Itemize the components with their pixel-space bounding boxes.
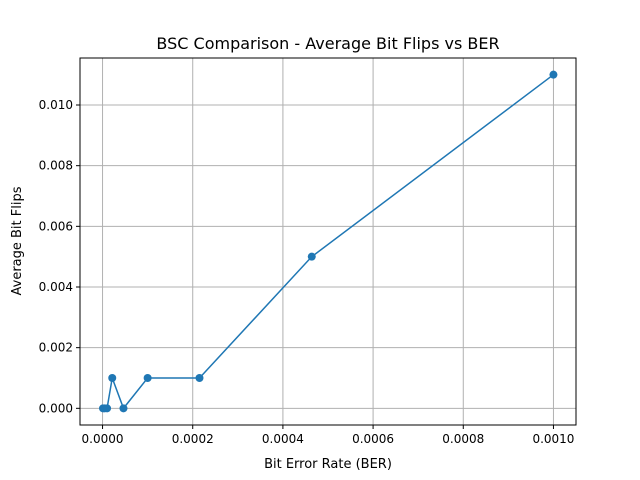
y-tick-label: 0.006 — [39, 219, 73, 233]
plot-frame — [79, 57, 577, 426]
chart-title: BSC Comparison - Average Bit Flips vs BE… — [156, 34, 499, 53]
series-layer — [98, 70, 558, 413]
grid-layer — [80, 58, 576, 425]
x-tick-label: 0.0010 — [532, 432, 574, 446]
x-tick-label: 0.0004 — [262, 432, 304, 446]
x-tick-label: 0.0006 — [352, 432, 394, 446]
x-axis-label: Bit Error Rate (BER) — [264, 457, 392, 472]
data-point — [143, 373, 152, 382]
data-point — [119, 404, 128, 413]
y-tick-label: 0.002 — [39, 341, 73, 355]
data-point — [307, 252, 316, 261]
ticks-layer: 0.0000 0.0002 0.0004 0.0006 0.0008 0.0010 0.00… — [39, 98, 575, 446]
x-tick-label: 0.0000 — [82, 432, 124, 446]
x-tick-label: 0.0002 — [172, 432, 214, 446]
data-point — [195, 373, 204, 382]
y-tick-label: 0.000 — [39, 401, 73, 415]
y-axis-label: Average Bit Flips — [10, 186, 25, 295]
x-tick-label: 0.0008 — [442, 432, 484, 446]
data-point — [108, 373, 117, 382]
y-tick-label: 0.004 — [39, 280, 73, 294]
data-point — [549, 70, 558, 79]
series-line — [103, 74, 554, 410]
y-tick-label: 0.010 — [39, 98, 73, 112]
y-tick-label: 0.008 — [39, 159, 73, 173]
data-point — [103, 404, 112, 413]
